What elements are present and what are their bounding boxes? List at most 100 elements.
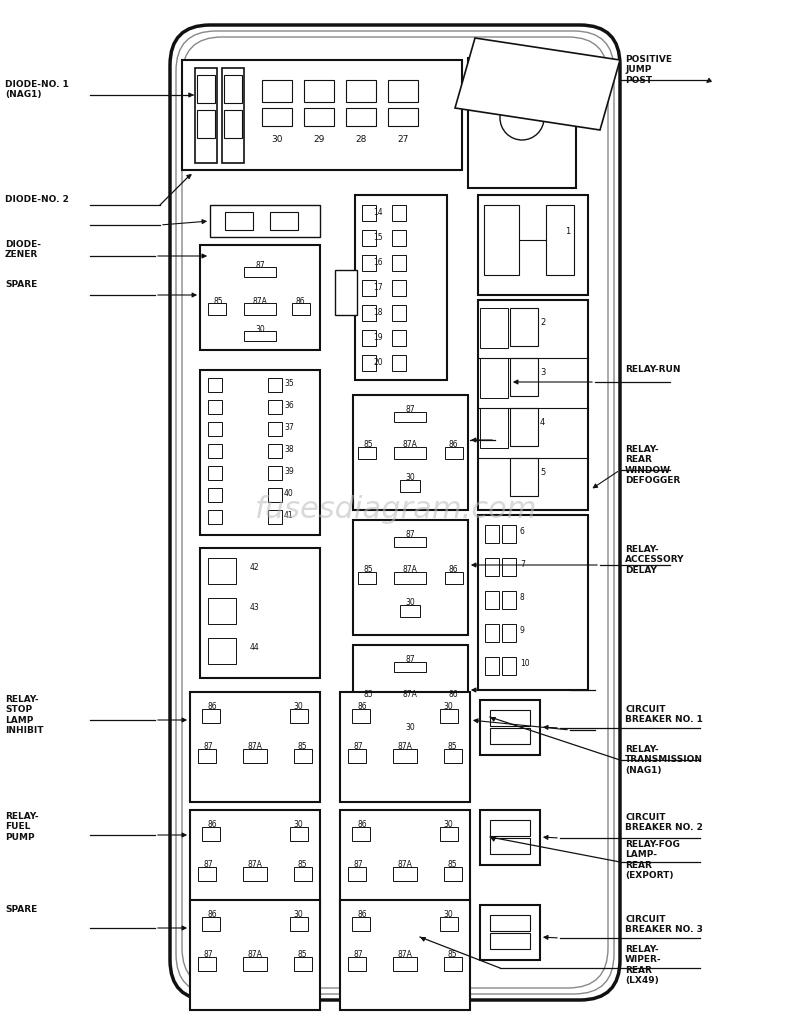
Bar (190, 810, 320, 920)
Text: 87: 87 (405, 655, 415, 664)
Text: 87A: 87A (403, 440, 417, 449)
Bar (294, 957, 312, 971)
Text: 87: 87 (255, 261, 265, 270)
Bar (208, 379, 222, 392)
Bar (440, 827, 458, 841)
Bar (502, 624, 516, 642)
Bar (244, 331, 276, 341)
Text: 30: 30 (405, 473, 415, 482)
Bar (270, 212, 298, 230)
Text: POSITIVE
JUMP
POST: POSITIVE JUMP POST (625, 55, 672, 85)
Text: 41: 41 (284, 512, 293, 520)
Text: 30: 30 (405, 598, 415, 607)
Bar (440, 709, 458, 723)
Bar (393, 957, 417, 971)
Text: 30: 30 (405, 723, 415, 732)
Text: 86: 86 (357, 820, 367, 829)
Bar (480, 358, 508, 398)
Text: 87A: 87A (403, 690, 417, 699)
Text: 85: 85 (447, 860, 457, 869)
Bar (490, 915, 530, 931)
Bar (208, 510, 222, 524)
Bar (268, 400, 282, 414)
Bar (222, 68, 244, 163)
Bar (268, 379, 282, 392)
Text: 85: 85 (297, 742, 307, 751)
Text: SPARE: SPARE (5, 280, 37, 290)
Bar (392, 280, 406, 296)
Text: 30: 30 (293, 820, 303, 829)
Bar (362, 330, 376, 346)
Bar (485, 624, 499, 642)
Bar (268, 510, 282, 524)
Text: 86: 86 (357, 702, 367, 711)
Bar (268, 422, 282, 436)
Text: 44: 44 (250, 643, 260, 652)
Bar (202, 827, 220, 841)
Text: 30: 30 (255, 325, 265, 333)
Bar (195, 68, 217, 163)
Bar (262, 108, 292, 126)
Bar (182, 60, 462, 170)
Bar (352, 827, 370, 841)
Bar (444, 749, 462, 763)
Polygon shape (455, 38, 620, 130)
Bar (348, 868, 366, 881)
Text: 85: 85 (363, 440, 373, 449)
Bar (340, 810, 470, 920)
Text: 87A: 87A (247, 742, 262, 751)
Text: 29: 29 (313, 135, 324, 144)
Text: 16: 16 (374, 258, 383, 267)
Bar (348, 957, 366, 971)
Bar (392, 330, 406, 346)
Text: 87A: 87A (252, 297, 267, 306)
Bar (445, 447, 463, 459)
Text: 86: 86 (357, 910, 367, 919)
Bar (400, 605, 420, 617)
Bar (388, 108, 418, 126)
Text: 38: 38 (284, 445, 293, 454)
Text: 3: 3 (540, 368, 546, 377)
Bar (290, 827, 308, 841)
Bar (190, 692, 320, 802)
Bar (190, 900, 320, 1010)
Text: CIRCUIT
BREAKER NO. 3: CIRCUIT BREAKER NO. 3 (625, 915, 703, 934)
Bar (392, 205, 406, 221)
Bar (268, 466, 282, 480)
Bar (362, 230, 376, 246)
Bar (394, 412, 426, 422)
Bar (480, 810, 540, 865)
Text: 87A: 87A (397, 742, 412, 751)
Bar (208, 558, 236, 584)
Bar (362, 255, 376, 271)
Text: 86: 86 (448, 690, 458, 699)
Bar (292, 303, 310, 315)
Bar (394, 697, 426, 709)
Bar (393, 749, 417, 763)
Text: 8: 8 (520, 593, 525, 602)
Text: 87: 87 (203, 742, 213, 751)
Text: 30: 30 (293, 910, 303, 919)
Text: 85: 85 (363, 690, 373, 699)
Bar (362, 355, 376, 371)
Bar (490, 933, 530, 949)
Text: RELAY-
ACCESSORY
DELAY: RELAY- ACCESSORY DELAY (625, 545, 684, 575)
Bar (200, 548, 320, 678)
Bar (200, 244, 320, 350)
Bar (444, 868, 462, 881)
Text: 37: 37 (284, 422, 293, 432)
Bar (208, 598, 236, 624)
Text: 87A: 87A (397, 860, 412, 869)
Bar (362, 205, 376, 221)
Bar (224, 75, 242, 103)
Bar (353, 520, 468, 635)
Bar (244, 267, 276, 277)
Bar (510, 408, 538, 446)
Text: 19: 19 (374, 333, 383, 342)
Text: 4: 4 (540, 418, 546, 427)
Bar (268, 488, 282, 502)
Bar (440, 917, 458, 931)
Bar (394, 662, 426, 672)
Text: 36: 36 (284, 401, 293, 410)
Bar (546, 205, 574, 275)
